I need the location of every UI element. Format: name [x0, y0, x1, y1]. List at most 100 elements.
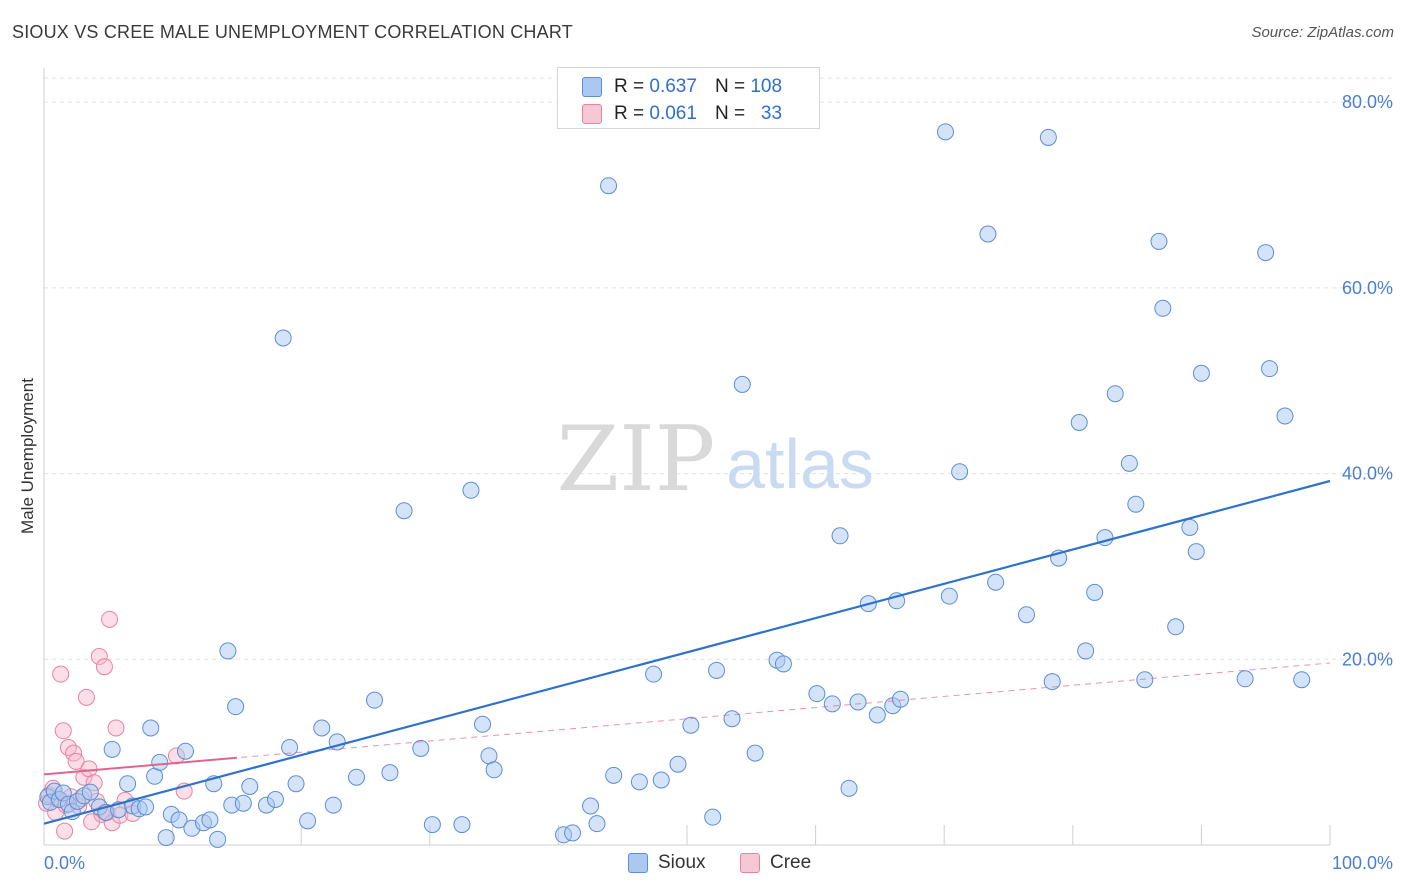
sioux-point: [176, 742, 194, 760]
sioux-point: [987, 573, 1005, 591]
sioux-point: [219, 642, 237, 660]
sioux-point: [1261, 360, 1279, 378]
tick-labels: 20.0% 40.0% 60.0% 80.0% 0.0% 100.0%: [44, 92, 1393, 873]
sioux-point: [151, 753, 169, 771]
sioux-point: [1077, 642, 1095, 660]
sioux-point: [474, 715, 492, 733]
y-tick-label: 20.0%: [1342, 649, 1393, 669]
cree-point: [77, 688, 95, 706]
sioux-trend-line: [43, 479, 1331, 825]
cree-point: [107, 719, 125, 737]
sioux-point: [137, 798, 155, 816]
sioux-point: [381, 764, 399, 782]
sioux-point: [774, 655, 792, 673]
sioux-point: [936, 123, 954, 141]
sioux-point: [1136, 671, 1154, 689]
sioux-point: [708, 661, 726, 679]
legend-row-cree: R = 0.061 N = 33: [582, 101, 782, 127]
sioux-point: [209, 830, 227, 848]
sioux-point: [831, 527, 849, 545]
sioux-point: [1154, 299, 1172, 317]
sioux-point: [1276, 407, 1294, 425]
legend-item-cree[interactable]: Cree: [740, 852, 811, 874]
sioux-point: [746, 744, 764, 762]
sioux-point: [170, 811, 188, 829]
sioux-point: [1192, 364, 1210, 382]
legend-r-label: R =: [614, 103, 645, 124]
sioux-point: [1086, 583, 1104, 601]
y-tick-label: 60.0%: [1342, 278, 1393, 298]
sioux-point: [1293, 671, 1311, 689]
watermark-atlas: atlas: [726, 425, 874, 503]
y-tick-label: 80.0%: [1342, 92, 1393, 112]
trend-lines: [43, 479, 1331, 825]
sioux-point: [652, 771, 670, 789]
sioux-swatch: [582, 77, 602, 97]
sioux-point: [299, 812, 317, 830]
legend-n-label: N =: [714, 76, 746, 97]
sioux-point: [313, 719, 331, 737]
sioux-point: [412, 739, 430, 757]
sioux-point: [682, 716, 700, 734]
x-tick-label: 100.0%: [1332, 853, 1393, 873]
sioux-point: [485, 761, 503, 779]
cree-swatch: [582, 104, 602, 124]
sioux-point: [630, 773, 648, 791]
x-tick-label: 0.0%: [44, 853, 85, 873]
watermark: ZIP atlas: [557, 407, 874, 512]
sioux-point: [395, 502, 413, 520]
sioux-point: [462, 481, 480, 499]
sioux-point: [266, 791, 284, 808]
sioux-point: [564, 824, 582, 842]
cree-legend-swatch: [740, 853, 760, 873]
sioux-legend-swatch: [628, 853, 648, 873]
sioux-point: [588, 815, 606, 833]
watermark-zip: ZIP: [557, 407, 716, 512]
sioux-point: [287, 775, 305, 793]
sioux-point: [605, 766, 623, 784]
sioux-point: [1236, 670, 1254, 688]
sioux-point: [979, 225, 997, 243]
legend-item-sioux[interactable]: Sioux: [628, 852, 706, 874]
sioux-point: [234, 794, 252, 812]
sioux-point: [645, 665, 663, 683]
sioux-point: [81, 783, 99, 801]
sioux-point: [723, 710, 741, 728]
sioux-point: [1150, 232, 1168, 250]
sioux-point: [103, 740, 121, 758]
sioux-point: [1120, 454, 1138, 472]
gridlines: [44, 77, 1393, 660]
legend-n-value: 33: [760, 103, 783, 124]
sioux-point: [823, 695, 841, 713]
sioux-point: [891, 690, 909, 708]
sioux-point: [1181, 518, 1199, 536]
y-tick-label: 40.0%: [1342, 464, 1393, 484]
sioux-point: [669, 755, 687, 773]
sioux-point: [281, 739, 299, 756]
legend-label-cree: Cree: [770, 852, 812, 873]
sioux-point: [704, 808, 722, 826]
cree-trend-line: [43, 756, 237, 776]
sioux-point: [142, 719, 160, 737]
legend-n-value: 108: [750, 76, 783, 97]
series-legend: Sioux Cree: [0, 852, 1406, 878]
sioux-point: [1039, 128, 1057, 146]
axes: [43, 68, 1331, 846]
sioux-point: [274, 329, 292, 347]
cree-point: [52, 665, 70, 683]
sioux-point: [940, 587, 958, 605]
cree-point: [67, 752, 85, 770]
sioux-point: [840, 779, 858, 797]
sioux-point: [733, 375, 751, 393]
sioux-point: [1127, 495, 1145, 513]
legend-r-value: 0.061: [649, 103, 697, 124]
sioux-point: [582, 797, 600, 815]
sioux-point: [241, 778, 259, 795]
legend-r-label: R =: [614, 76, 645, 97]
sioux-point: [1167, 618, 1185, 636]
sioux-point: [1106, 385, 1124, 403]
sioux-point: [808, 685, 826, 703]
sioux-point: [951, 463, 969, 481]
sioux-point: [453, 816, 471, 834]
